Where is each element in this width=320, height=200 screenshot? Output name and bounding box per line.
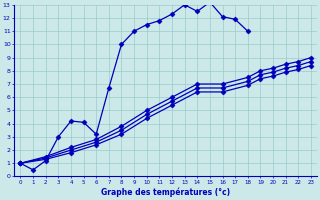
X-axis label: Graphe des températures (°c): Graphe des températures (°c) (101, 188, 230, 197)
